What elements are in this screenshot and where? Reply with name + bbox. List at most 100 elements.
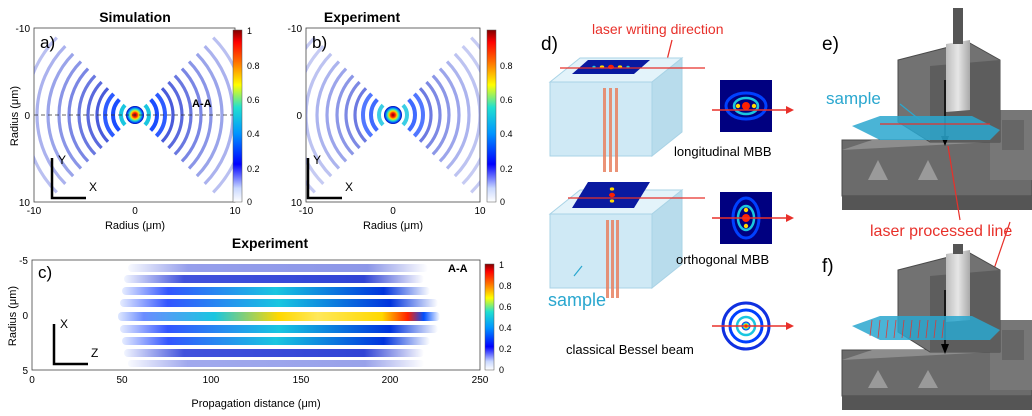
sample-pointer-e <box>899 103 921 121</box>
panel-b-axis-indicator <box>306 158 342 200</box>
interference-ring <box>369 98 379 132</box>
panel-d-label: d) <box>541 34 558 55</box>
colorbar-tick: 0.4 <box>499 323 512 333</box>
panel-b-xlabel: Radius (μm) <box>363 220 423 232</box>
colorbar-tick: 0.8 <box>499 281 512 291</box>
panel-c-axis-z-letter: Z <box>91 346 98 360</box>
panel-c-cut-label: A-A <box>448 263 468 275</box>
interference-ring <box>461 44 480 186</box>
colorbar-tick: 0 <box>499 365 504 375</box>
band <box>120 299 438 307</box>
interference-ring <box>361 92 374 138</box>
interference-ring <box>34 36 58 194</box>
panel-c-yticks: -5 0 5 <box>19 256 28 377</box>
panel-e: e) sample laser processed line <box>822 8 1032 311</box>
sample-label-e: sample <box>826 89 881 108</box>
panel-a-colorbar-ticks: 1 0.8 0.6 0.4 0.2 0 <box>247 26 260 207</box>
colorbar-tick: 0.8 <box>500 61 513 71</box>
central-spot <box>384 106 402 124</box>
panel-c-colorbar <box>484 263 495 371</box>
panel-c-ytick: 5 <box>22 366 28 377</box>
panel-a-axis-indicator <box>50 158 86 200</box>
interference-ring <box>306 44 325 186</box>
panel-b-xtick: -10 <box>299 206 314 217</box>
colorbar-tick: 0 <box>247 197 252 207</box>
panel-c-xtick: 100 <box>203 375 220 386</box>
panel-c-xticks: 0 50 100 150 200 250 <box>29 375 489 386</box>
colorbar-tick: 0.6 <box>247 95 260 105</box>
panel-b-xtick: 0 <box>390 206 396 217</box>
panel-a-colorbar <box>232 29 243 203</box>
panel-a-xtick: 0 <box>132 206 138 217</box>
colorbar-tick: 0.6 <box>499 302 512 312</box>
panel-b-label: b) <box>312 33 327 52</box>
interference-ring <box>412 92 425 138</box>
panel-c-xlabel: Propagation distance (μm) <box>191 398 320 410</box>
panel-f: f) <box>822 244 1032 410</box>
interference-ring <box>377 103 385 127</box>
classical-bessel-thumbnail <box>712 300 794 352</box>
classical-bessel-label: classical Bessel beam <box>566 342 694 357</box>
panel-a-xtick: 10 <box>229 206 241 217</box>
laser-direction-label: laser writing direction <box>592 21 724 37</box>
interference-ring <box>445 60 471 170</box>
panel-c-colorbar-ticks: 1 0.8 0.6 0.4 0.2 0 <box>499 260 512 375</box>
interference-ring <box>95 87 110 143</box>
panel-b-ytick: 0 <box>296 111 302 122</box>
colorbar-tick: 0.4 <box>500 129 513 139</box>
panel-c-title: Experiment <box>232 235 309 251</box>
colorbar-tick: 0.2 <box>500 164 513 174</box>
interference-ring <box>425 80 442 150</box>
interference-ring <box>86 80 103 150</box>
interference-ring <box>418 87 433 143</box>
interference-ring <box>407 98 417 132</box>
machine-e <box>841 8 1032 210</box>
interference-ring <box>344 80 361 150</box>
glass-block-bottom <box>548 182 705 298</box>
glass-block-top <box>548 56 705 172</box>
processed-line-label: laser processed line <box>870 223 1012 240</box>
interference-ring <box>325 67 348 163</box>
interference-ring <box>431 74 451 156</box>
panel-a-axis-x: X <box>89 180 97 194</box>
processed-line-pointer-e <box>947 145 961 221</box>
panel-c-xtick: 200 <box>382 375 399 386</box>
panel-b-xticks: -10 0 10 <box>299 206 486 217</box>
panel-a-title: Simulation <box>99 9 171 25</box>
interference-ring <box>160 87 175 143</box>
colorbar-tick: 0.2 <box>499 344 512 354</box>
panel-c-intensity-bands <box>118 264 440 367</box>
interference-ring <box>212 36 235 194</box>
panel-c-ytick: -5 <box>19 256 28 267</box>
colorbar-tick: 0.2 <box>247 164 260 174</box>
colorbar-tick: 1 <box>247 26 252 36</box>
interference-ring <box>335 74 355 156</box>
panel-c-xtick: 250 <box>472 375 489 386</box>
band-outer <box>128 264 428 272</box>
colorbar-tick: 0.4 <box>247 129 260 139</box>
panel-c-axis-x-letter: X <box>60 317 68 331</box>
panel-d: d) laser writing direction <box>541 21 794 357</box>
panel-b-axis-y: Y <box>313 153 321 167</box>
colorbar-tick: 0.8 <box>247 61 260 71</box>
interference-ring <box>315 60 341 170</box>
panel-b-yticks: -10 0 10 <box>288 24 303 209</box>
panel-a-label: a) <box>40 33 55 52</box>
colorbar-tick: 0 <box>500 197 505 207</box>
panel-c-xtick: 50 <box>116 375 128 386</box>
band-outer <box>128 360 424 367</box>
band <box>122 287 430 295</box>
sample-label-d: sample <box>548 290 606 310</box>
panel-b-ytick: 10 <box>291 198 303 209</box>
panel-b-ytick: -10 <box>288 24 303 35</box>
interference-ring <box>154 92 167 138</box>
band <box>122 337 430 345</box>
panel-a-xtick: -10 <box>27 206 42 217</box>
panel-c-ylabel: Radius (μm) <box>7 286 19 346</box>
interference-ring <box>195 52 224 178</box>
panel-a-cut-label: A-A <box>192 98 212 110</box>
panel-b-colorbar <box>486 29 497 203</box>
interference-ring <box>57 60 83 170</box>
panel-a-xlabel: Radius (μm) <box>105 220 165 232</box>
